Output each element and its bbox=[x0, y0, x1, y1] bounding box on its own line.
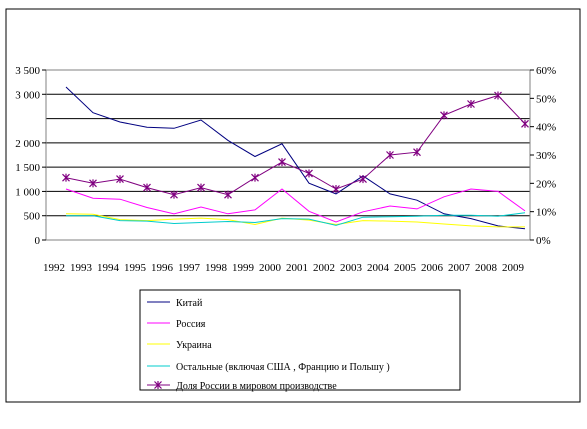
series-line bbox=[66, 212, 526, 226]
data-marker bbox=[467, 100, 475, 108]
data-marker bbox=[440, 111, 448, 120]
series-layer bbox=[62, 86, 529, 230]
left-tick-label: 3 000 bbox=[15, 89, 40, 101]
series-group bbox=[66, 212, 526, 226]
x-tick-label: 1998 bbox=[205, 262, 228, 274]
legend-item: Украина bbox=[147, 340, 212, 351]
series-line bbox=[65, 94, 526, 196]
x-tick-label: 2009 bbox=[502, 262, 525, 274]
x-tick-label: 2003 bbox=[340, 262, 363, 274]
legend-item: Россия bbox=[147, 319, 206, 330]
left-tick-label: 2 000 bbox=[15, 138, 40, 150]
data-marker bbox=[251, 173, 259, 182]
data-marker bbox=[170, 190, 178, 199]
x-tick-label: 2000 bbox=[259, 262, 282, 274]
data-marker bbox=[197, 183, 205, 192]
x-tick-label: 1996 bbox=[151, 262, 174, 274]
right-tick-label: 30% bbox=[536, 150, 556, 162]
right-tick-label: 40% bbox=[536, 122, 556, 134]
left-tick-label: 500 bbox=[24, 211, 41, 223]
legend-label: Доля России в мировом производстве bbox=[176, 381, 337, 392]
right-tick-label: 0% bbox=[536, 235, 551, 247]
legend-box bbox=[139, 289, 461, 391]
x-tick-label: 2004 bbox=[367, 262, 390, 274]
legend-item: Остальные (включая США , Францию и Польш… bbox=[147, 362, 390, 373]
data-marker bbox=[116, 175, 124, 184]
data-marker bbox=[413, 148, 421, 157]
legend-item: Китай bbox=[147, 298, 203, 309]
x-tick-label: 2005 bbox=[394, 262, 417, 274]
right-tick-label: 10% bbox=[536, 207, 556, 219]
data-marker bbox=[278, 158, 286, 167]
legend-label: Украина bbox=[176, 340, 212, 351]
series-line bbox=[65, 188, 526, 223]
data-marker bbox=[143, 183, 151, 192]
legend-label: Россия bbox=[176, 319, 206, 330]
legend-label: Китай bbox=[176, 298, 203, 309]
left-tick-label: 0 bbox=[35, 235, 41, 247]
legend-item: Доля России в мировом производстве bbox=[147, 381, 337, 392]
left-tick-label: 3 500 bbox=[15, 65, 40, 77]
x-axis-ticks: 1992 1993 1994 1995 1996 1997 1998 1999 2000 2001… bbox=[43, 262, 525, 274]
x-tick-label: 2007 bbox=[448, 262, 471, 274]
x-tick-label: 2002 bbox=[313, 262, 335, 274]
data-marker bbox=[305, 169, 313, 178]
x-tick-label: 1992 bbox=[43, 262, 65, 274]
data-marker bbox=[521, 119, 529, 128]
left-axis-ticks: 0 500 1 000 1 500 2 000 3 000 3 500 bbox=[15, 65, 46, 247]
x-tick-label: 1993 bbox=[70, 262, 93, 274]
data-marker bbox=[332, 185, 340, 193]
right-axis-ticks: 0% 10% 20% 30% 40% 50% 60% bbox=[530, 65, 556, 247]
data-marker bbox=[62, 173, 70, 182]
series-group bbox=[65, 86, 526, 230]
x-tick-label: 1994 bbox=[97, 262, 120, 274]
legend-label: Остальные (включая США , Францию и Польш… bbox=[176, 362, 390, 373]
x-tick-label: 1999 bbox=[232, 262, 255, 274]
series-group bbox=[62, 91, 529, 199]
x-tick-label: 2006 bbox=[421, 262, 444, 274]
series-line bbox=[65, 86, 526, 230]
right-tick-label: 60% bbox=[536, 65, 556, 77]
left-tick-label: 1 500 bbox=[15, 162, 40, 174]
data-marker bbox=[154, 381, 162, 389]
x-tick-label: 1995 bbox=[124, 262, 147, 274]
left-tick-label: 1 000 bbox=[15, 186, 40, 198]
x-tick-label: 2008 bbox=[475, 262, 498, 274]
data-marker bbox=[89, 179, 97, 188]
right-tick-label: 20% bbox=[536, 178, 556, 190]
data-marker bbox=[386, 151, 394, 159]
series-group bbox=[65, 188, 526, 223]
data-marker bbox=[359, 175, 367, 184]
legend: Китай Россия Украина Остальные (включая США… bbox=[139, 289, 461, 392]
right-tick-label: 50% bbox=[536, 93, 556, 105]
x-tick-label: 2001 bbox=[286, 262, 308, 274]
data-marker bbox=[494, 91, 502, 100]
x-tick-label: 1997 bbox=[178, 262, 201, 274]
data-marker bbox=[224, 190, 232, 199]
